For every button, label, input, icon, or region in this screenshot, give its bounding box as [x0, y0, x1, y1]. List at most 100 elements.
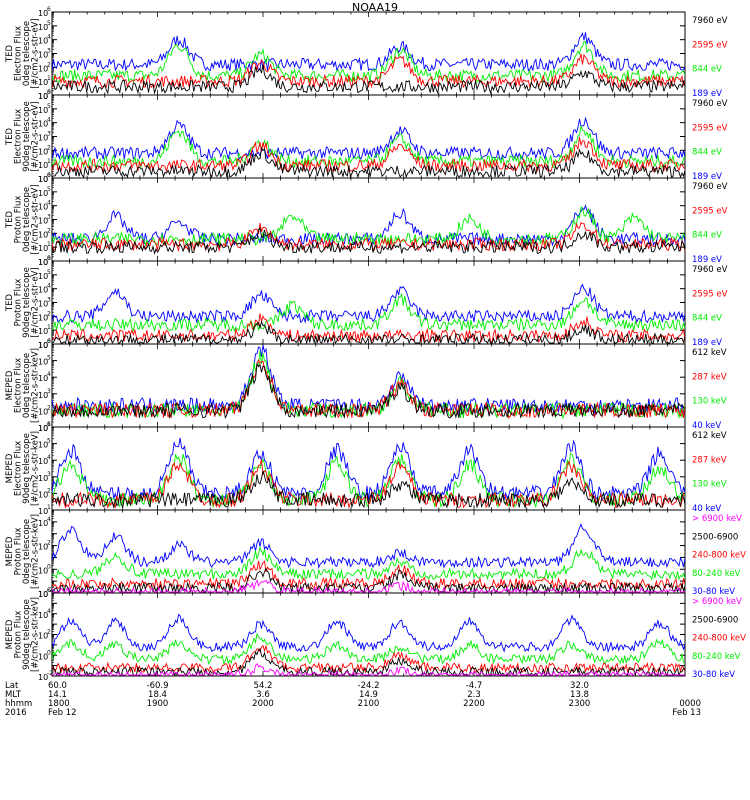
y-tick-label: 10 — [38, 327, 48, 336]
y-tick-label: 10 — [38, 313, 48, 322]
y-axis-label: [#/cm2-s-str-eV] — [31, 101, 41, 171]
x-tick-hhmm: 1800 — [48, 699, 70, 709]
x-tick-lat: 32.0 — [570, 681, 589, 691]
y-tick-label: 10 — [38, 203, 48, 212]
y-axis-label: MEPED — [5, 453, 15, 483]
y-axis-label: 90deg telescope — [22, 599, 32, 670]
y-tick-label: 10 — [38, 407, 48, 416]
x-row-label: Lat — [5, 681, 19, 691]
y-tick-label: 10 — [38, 230, 48, 239]
y-tick-exp: 4 — [47, 454, 51, 461]
y-axis-label: Proton Flux — [14, 611, 24, 659]
y-tick-exp: 4 — [47, 608, 51, 615]
y-tick-label: 10 — [38, 120, 48, 129]
series-line — [52, 283, 685, 324]
legend-entry: 844 eV — [692, 148, 722, 158]
y-tick-label: 10 — [38, 189, 48, 198]
y-tick-label: 10 — [38, 507, 48, 516]
y-axis-label: Electron Flux — [14, 26, 24, 81]
y-tick-exp: 2 — [47, 540, 51, 547]
series-group — [52, 116, 685, 178]
x-row-label: 2016 — [5, 708, 27, 718]
y-axis-label: 90deg telescope — [22, 101, 32, 172]
y-tick-exp: -2 — [47, 670, 53, 677]
legend-entry: 189 eV — [692, 338, 722, 348]
legend-entry: 189 eV — [692, 172, 722, 182]
series-line — [52, 31, 685, 73]
y-tick-exp: -2 — [47, 587, 53, 594]
y-tick-exp: 6 — [47, 89, 51, 96]
y-axis-label: Electron Flux — [14, 358, 24, 413]
y-tick-label: 10 — [38, 358, 48, 367]
y-tick-exp: 4 — [47, 283, 51, 290]
y-tick-exp: 6 — [47, 6, 51, 13]
legend-entry: 7960 eV — [692, 265, 728, 275]
legend-entry: 2595 eV — [692, 289, 728, 299]
x-tick-date: Feb 13 — [672, 708, 701, 718]
y-axis-label: [#/cm2-s-str-keV] — [31, 514, 41, 589]
x-tick-mlt: 14.9 — [359, 690, 378, 700]
y-axis-label: MEPED — [5, 370, 15, 400]
y-axis-label: [#/cm2-s-str-eV] — [31, 184, 41, 254]
legend-entry: 80-240 keV — [692, 652, 741, 662]
y-tick-exp: 6 — [47, 172, 51, 179]
y-tick-label: 10 — [38, 258, 48, 267]
y-tick-label: 10 — [38, 632, 48, 641]
series-line — [52, 206, 685, 247]
y-tick-label: 10 — [38, 424, 48, 433]
y-axis-label: Electron Flux — [14, 109, 24, 164]
y-tick-exp: 3 — [47, 48, 51, 55]
x-tick-hhmm: 1900 — [147, 699, 169, 709]
legend-entry: 189 eV — [692, 89, 722, 99]
legend-entry: 2595 eV — [692, 40, 728, 50]
y-tick-label: 10 — [38, 92, 48, 101]
legend-entry: 287 keV — [692, 372, 727, 382]
y-tick-label: 10 — [38, 519, 48, 528]
series-line — [52, 358, 685, 419]
x-tick-hhmm: 2100 — [358, 699, 380, 709]
y-tick-label: 10 — [38, 134, 48, 143]
y-axis-label: TED — [5, 127, 15, 146]
y-tick-label: 10 — [38, 652, 48, 661]
x-tick-mlt: 14.1 — [48, 690, 67, 700]
legend-entry: 40 keV — [692, 504, 721, 514]
y-tick-label: 10 — [38, 341, 48, 350]
y-axis-label: TED — [5, 44, 15, 63]
y-tick-label: 10 — [38, 590, 48, 599]
y-tick-exp: 1 — [47, 158, 51, 165]
y-tick-label: 10 — [38, 92, 48, 101]
y-tick-label: 10 — [38, 217, 48, 226]
y-axis-label: 0deg telescope — [22, 353, 32, 418]
y-axis-label: [#/cm2-s-str-keV] — [31, 597, 41, 672]
series-line — [52, 344, 685, 415]
y-tick-exp: 1 — [47, 75, 51, 82]
legend-entry: 240-800 keV — [692, 634, 746, 644]
y-tick-exp: 1 — [47, 421, 51, 428]
series-group — [52, 31, 685, 95]
legend-entry: 2500-6900 — [692, 532, 738, 542]
legend-entry: 612 keV — [692, 431, 727, 441]
y-tick-exp: 5 — [47, 20, 51, 27]
y-tick-exp: 2 — [47, 310, 51, 317]
y-tick-exp: 4 — [47, 371, 51, 378]
y-tick-label: 10 — [38, 424, 48, 433]
series-line — [52, 292, 685, 333]
y-tick-exp: 3 — [47, 297, 51, 304]
y-tick-label: 10 — [38, 673, 48, 682]
y-tick-label: 10 — [38, 37, 48, 46]
y-axis-label: [#/cm2-s-str-eV] — [31, 18, 41, 88]
y-tick-label: 10 — [38, 391, 48, 400]
y-tick-exp: 6 — [47, 338, 51, 345]
y-axis-label: 0deg telescope — [22, 519, 32, 584]
series-line — [52, 560, 685, 591]
chart-title: NOAA19 — [351, 1, 399, 14]
legend-entry: 2595 eV — [692, 123, 728, 133]
y-tick-label: 10 — [38, 175, 48, 184]
series-line — [52, 647, 685, 676]
y-tick-exp: 1 — [47, 504, 51, 511]
